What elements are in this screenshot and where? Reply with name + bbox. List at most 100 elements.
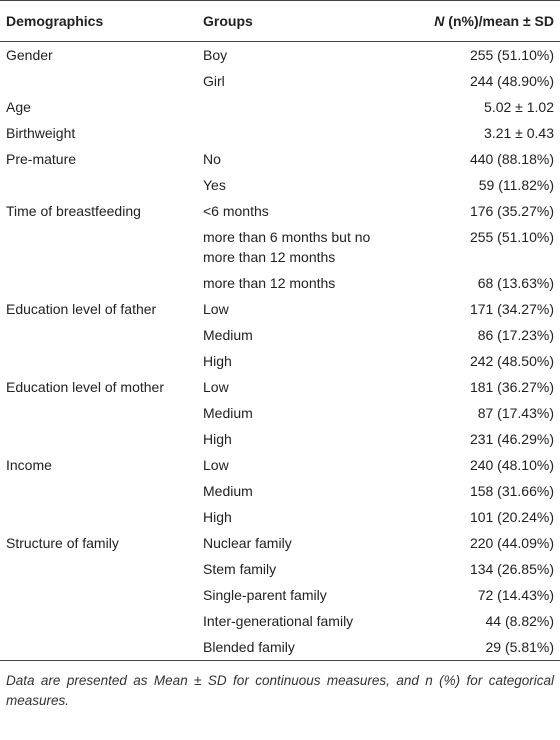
table-row: Girl 244 (48.90%)	[0, 68, 560, 94]
table-row: Income Low 240 (48.10%)	[0, 452, 560, 478]
table-cell	[0, 556, 193, 582]
table-cell: 244 (48.90%)	[469, 73, 554, 89]
table-row: Medium 87 (17.43%)	[0, 400, 560, 426]
table-row: Inter-generational family 44 (8.82%)	[0, 608, 560, 634]
table-cell	[193, 94, 409, 120]
table-cell: Education level of father	[6, 301, 157, 317]
table-row: Pre-mature No 440 (88.18%)	[0, 146, 560, 172]
table-cell: 240 (48.10%)	[469, 457, 554, 473]
table-cell: 255 (51.10%)	[469, 47, 554, 63]
table-cell: Girl	[203, 73, 225, 89]
table-cell: Single-parent family	[203, 587, 327, 603]
table-row: High 242 (48.50%)	[0, 348, 560, 374]
table-row: more than 6 months but no more than 12 m…	[0, 224, 560, 270]
header-text: (n%)/mean ± SD	[444, 13, 554, 29]
table-cell: Education level of mother	[6, 379, 164, 395]
table-cell: Low	[203, 457, 229, 473]
table-cell: Low	[203, 301, 229, 317]
table-body: Gender Boy 255 (51.10%) Girl 244 (48.90%) Age…	[0, 42, 560, 661]
table-cell	[0, 426, 193, 452]
table-cell: 242 (48.50%)	[469, 353, 554, 369]
table-row: Medium 86 (17.23%)	[0, 322, 560, 348]
table-cell	[0, 322, 193, 348]
table-cell: Time of breastfeeding	[6, 203, 141, 219]
table-cell: Boy	[203, 47, 228, 63]
table-cell: Low	[203, 379, 229, 395]
table-cell: No	[203, 151, 221, 167]
table-cell: <6 months	[203, 203, 269, 219]
table-cell: 44 (8.82%)	[485, 613, 554, 629]
table-cell: Blended family	[193, 634, 409, 661]
header-cell: N (n%)/mean ± SD	[409, 0, 560, 42]
table-row: Medium 158 (31.66%)	[0, 478, 560, 504]
header-cell: Groups	[193, 0, 409, 42]
table-cell: Inter-generational family	[203, 613, 354, 629]
table-row: Birthweight 3.21 ± 0.43	[0, 120, 560, 146]
table-cell	[0, 348, 193, 374]
table-row: Education level of mother Low 181 (36.27%)	[0, 374, 560, 400]
footnote: Data are presented as Mean ± SD for cont…	[6, 673, 554, 708]
table-cell: 220 (44.09%)	[469, 535, 554, 551]
table-cell: Stem family	[203, 561, 277, 577]
table-cell	[0, 400, 193, 426]
table-cell: 231 (46.29%)	[469, 431, 554, 447]
table-row: Education level of father Low 171 (34.27%)	[0, 296, 560, 322]
table-cell: 181 (36.27%)	[469, 379, 554, 395]
table-cell	[0, 504, 193, 530]
table-cell	[0, 68, 193, 94]
table-row: Stem family 134 (26.85%)	[0, 556, 560, 582]
header-cell: Demographics	[0, 0, 193, 42]
table-cell	[0, 270, 193, 296]
table-row: Structure of family Nuclear family 220 (44…	[0, 530, 560, 556]
table-cell: 29 (5.81%)	[409, 634, 560, 661]
table-cell: 3.21 ± 0.43	[484, 125, 554, 141]
table-cell: Medium	[203, 327, 253, 343]
table-cell: 68 (13.63%)	[477, 275, 554, 291]
data-table: Demographics Groups N (n%)/mean ± SD Gen…	[0, 0, 560, 661]
table-row: Gender Boy 255 (51.10%)	[0, 42, 560, 69]
table-cell: 176 (35.27%)	[469, 203, 554, 219]
table-cell: Yes	[203, 177, 226, 193]
header-italic: N	[434, 13, 445, 29]
table-cell: 86 (17.23%)	[477, 327, 554, 343]
table-cell: 158 (31.66%)	[469, 483, 554, 499]
table-cell: High	[203, 509, 232, 525]
table-cell: Nuclear family	[203, 535, 292, 551]
table-cell: Medium	[203, 405, 253, 421]
table-cell: 255 (51.10%)	[469, 229, 554, 245]
table-cell: Birthweight	[6, 125, 76, 141]
table-row: Time of breastfeeding <6 months 176 (35.27…	[0, 198, 560, 224]
table-cell	[193, 120, 409, 146]
table-cell: Pre-mature	[6, 151, 77, 167]
table-cell	[0, 172, 193, 198]
table-row: Yes 59 (11.82%)	[0, 172, 560, 198]
table-cell: Medium	[203, 483, 253, 499]
table-cell: more than 12 months	[203, 275, 336, 291]
table-cell: High	[203, 431, 232, 447]
table-cell: High	[203, 353, 232, 369]
table-cell: 59 (11.82%)	[478, 177, 554, 193]
table-cell: Gender	[6, 47, 53, 63]
header-row: Demographics Groups N (n%)/mean ± SD	[0, 0, 560, 42]
table-cell: Income	[6, 457, 52, 473]
table-cell	[0, 224, 193, 270]
table-row: Age 5.02 ± 1.02	[0, 94, 560, 120]
table-cell: more than 6 months but no more than 12 m…	[203, 229, 371, 265]
table-row: High 231 (46.29%)	[0, 426, 560, 452]
table-cell: 440 (88.18%)	[469, 151, 554, 167]
table-cell: 72 (14.43%)	[477, 587, 554, 603]
table-cell	[0, 582, 193, 608]
table-cell	[0, 608, 193, 634]
table-cell: 171 (34.27%)	[469, 301, 554, 317]
table-row: Blended family 29 (5.81%)	[0, 634, 560, 661]
table-cell: Structure of family	[6, 535, 119, 551]
table-row: more than 12 months 68 (13.63%)	[0, 270, 560, 296]
table-cell: 101 (20.24%)	[469, 509, 554, 525]
table-cell: 87 (17.43%)	[477, 405, 554, 421]
table-cell	[0, 478, 193, 504]
table-row: High 101 (20.24%)	[0, 504, 560, 530]
table-cell: Age	[6, 99, 31, 115]
table-cell: 5.02 ± 1.02	[484, 99, 554, 115]
table-row: Single-parent family 72 (14.43%)	[0, 582, 560, 608]
